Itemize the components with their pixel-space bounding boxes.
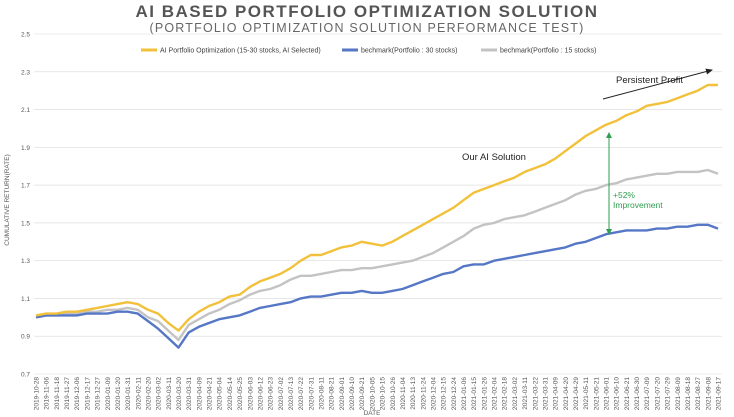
- y-tick-label: 2.5: [21, 32, 30, 39]
- x-tick-label: 2021-06-10: [614, 377, 621, 411]
- y-axis-ticks: 0.7 0.9 1.1 1.3 1.5 1.7 1.9 2.1 2.3 2.5: [21, 32, 30, 379]
- x-tick-label: 2021-04-09: [553, 377, 560, 411]
- x-tick-label: 2021-02-04: [492, 377, 499, 411]
- x-tick-label: 2020-08-21: [329, 377, 336, 411]
- x-tick-label: 2019-11-18: [54, 377, 61, 410]
- x-tick-label: 2021-07-29: [665, 377, 672, 411]
- x-tick-label: 2020-09-10: [349, 377, 356, 411]
- series-line-bench15: [35, 168, 719, 342]
- x-tick-label: 2021-06-01: [604, 377, 611, 411]
- chart-title: AI BASED PORTFOLIO OPTIMIZATION SOLUTION: [135, 2, 599, 21]
- x-tick-label: 2020-10-15: [380, 377, 387, 411]
- x-tick-label: 2021-03-22: [532, 377, 539, 411]
- x-tick-label: 2021-02-18: [502, 377, 509, 411]
- legend-label-bench15: bechmark(Portfolio : 15 stocks): [500, 48, 596, 55]
- x-tick-label: 2021-06-30: [634, 377, 641, 411]
- y-axis-label: CUMULATIVE RETURN(RATE): [4, 154, 11, 245]
- x-tick-label: 2020-02-20: [145, 377, 152, 411]
- y-tick-label: 2.3: [21, 69, 30, 76]
- y-tick-label: 0.7: [21, 372, 30, 379]
- y-tick-label: 1.3: [21, 258, 30, 265]
- x-tick-label: 2020-11-24: [420, 377, 427, 410]
- series-line-ai: [35, 83, 718, 332]
- x-tick-label: 2021-08-18: [685, 377, 692, 411]
- x-tick-label: 2020-07-22: [298, 377, 305, 411]
- x-tick-label: 2021-01-06: [461, 377, 468, 411]
- annotation-improvement-word: Improvement: [613, 200, 663, 210]
- x-tick-label: 2021-01-26: [481, 377, 488, 411]
- x-tick-label: 2019-12-06: [74, 377, 81, 411]
- x-tick-label: 2020-07-13: [288, 377, 295, 411]
- x-tick-label: 2021-09-17: [716, 377, 723, 411]
- x-tick-label: 2021-07-09: [644, 377, 651, 411]
- x-tick-label: 2020-03-02: [156, 377, 163, 411]
- x-tick-label: 2020-07-31: [308, 377, 315, 411]
- y-tick-label: 1.5: [21, 220, 30, 227]
- chart-subtitle: (PORTFOLIO OPTIMIZATION SOLUTION PERFORM…: [149, 21, 585, 35]
- x-tick-label: 2020-05-25: [237, 377, 244, 411]
- x-tick-label: 2020-04-09: [196, 377, 203, 411]
- y-tick-label: 1.9: [21, 145, 30, 152]
- x-tick-label: 2020-06-12: [257, 377, 264, 411]
- x-tick-label: 2019-12-17: [84, 377, 91, 411]
- x-tick-label: 2019-10-28: [34, 377, 41, 411]
- series-line-bench30: [35, 223, 719, 349]
- x-tick-label: 2020-01-09: [105, 377, 112, 411]
- y-tick-label: 2.1: [21, 107, 30, 114]
- x-tick-label: 2020-03-11: [166, 377, 173, 410]
- x-tick-label: 2020-02-11: [135, 377, 142, 410]
- x-tick-label: 2020-03-31: [186, 377, 193, 411]
- x-tick-label: 2020-06-03: [247, 377, 254, 411]
- y-tick-label: 1.7: [21, 183, 30, 190]
- x-tick-label: 2020-11-04: [400, 377, 407, 410]
- x-tick-label: 2020-10-26: [390, 377, 397, 411]
- x-tick-label: 2020-05-14: [227, 377, 234, 411]
- y-tick-label: 1.1: [21, 296, 30, 303]
- x-tick-label: 2021-04-29: [573, 377, 580, 411]
- x-tick-label: 2019-12-27: [95, 377, 102, 411]
- x-tick-label: 2019-11-27: [64, 377, 71, 410]
- x-tick-label: 2020-03-20: [176, 377, 183, 411]
- y-tick-label: 0.9: [21, 334, 30, 341]
- x-tick-label: 2021-09-08: [705, 377, 712, 411]
- x-tick-label: 2021-05-21: [593, 377, 600, 411]
- x-axis-label: DATE: [364, 410, 382, 417]
- x-tick-label: 2019-11-06: [44, 377, 51, 410]
- x-tick-label: 2021-03-31: [542, 377, 549, 411]
- x-tick-label: 2020-01-31: [125, 377, 132, 411]
- x-tick-label: 2021-08-09: [675, 377, 682, 411]
- legend: AI Portfolio Optimization (15-30 stocks,…: [141, 48, 596, 55]
- x-tick-label: 2020-11-13: [410, 377, 417, 410]
- annotation-improvement-pct: +52%: [613, 190, 635, 200]
- x-tick-label: 2020-12-24: [451, 377, 458, 411]
- x-tick-label: 2020-01-20: [115, 377, 122, 411]
- x-axis-ticks: 2019-10-28 2019-11-06 2019-11-18 2019-11-27…: [34, 377, 723, 411]
- x-tick-label: 2020-12-04: [430, 377, 437, 411]
- x-tick-label: 2021-05-11: [583, 377, 590, 410]
- x-tick-label: 2021-08-27: [695, 377, 702, 411]
- x-tick-label: 2020-05-04: [217, 377, 224, 411]
- x-tick-label: 2020-10-05: [369, 377, 376, 411]
- x-tick-label: 2021-03-11: [522, 377, 529, 410]
- legend-label-ai: AI Portfolio Optimization (15-30 stocks,…: [160, 48, 321, 55]
- x-tick-label: 2020-12-15: [441, 377, 448, 411]
- x-tick-label: 2020-09-21: [359, 377, 366, 411]
- x-tick-label: 2021-07-20: [654, 377, 661, 411]
- persistent-profit-arrow: [602, 68, 713, 100]
- x-tick-label: 2020-07-02: [278, 377, 285, 411]
- x-tick-label: 2020-08-11: [319, 377, 326, 410]
- x-tick-label: 2020-06-23: [268, 377, 275, 411]
- x-tick-label: 2021-06-21: [624, 377, 631, 411]
- x-tick-label: 2021-04-20: [563, 377, 570, 411]
- x-tick-label: 2020-09-01: [339, 377, 346, 411]
- series-lines: [35, 83, 719, 349]
- annotation-our-ai-solution: Our AI Solution: [462, 152, 526, 163]
- annotation-persistent-profit: Persistent Profit: [616, 75, 683, 86]
- x-tick-label: 2021-01-15: [471, 377, 478, 411]
- legend-label-bench30: bechmark(Portfolio : 30 stocks): [361, 48, 457, 55]
- x-tick-label: 2020-04-21: [207, 377, 214, 411]
- x-tick-label: 2021-03-02: [512, 377, 519, 411]
